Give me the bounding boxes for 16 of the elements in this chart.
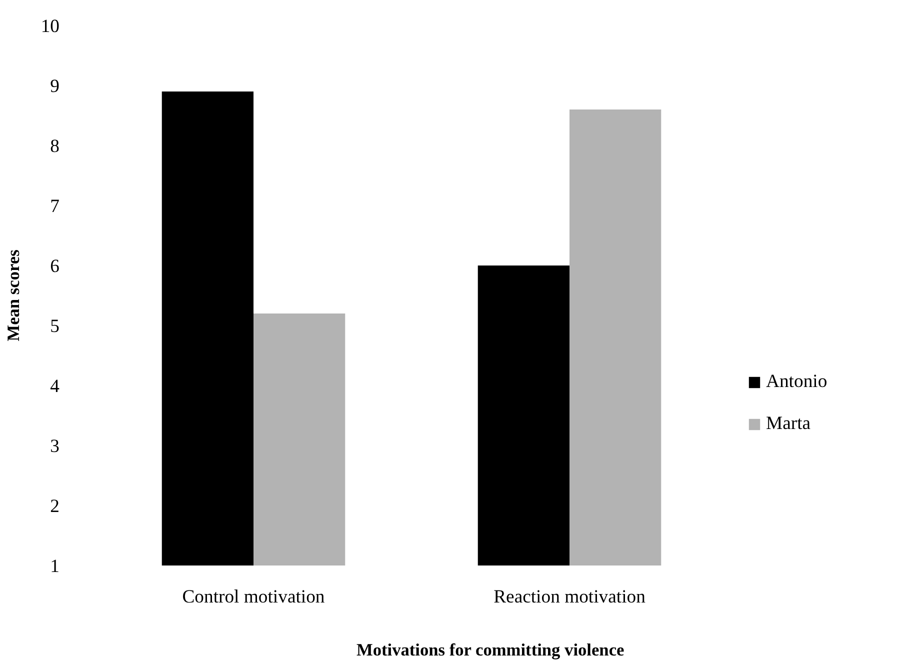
- y-axis-title: Mean scores: [4, 249, 23, 342]
- y-tick-label: 6: [50, 256, 60, 277]
- y-tick-label: 3: [50, 436, 60, 457]
- y-tick-label: 8: [50, 136, 60, 157]
- y-tick-label: 1: [50, 556, 60, 577]
- y-tick-label: 9: [50, 76, 60, 97]
- x-tick-label: Reaction motivation: [494, 586, 646, 608]
- legend-label: Marta: [766, 413, 811, 435]
- y-tick-label: 5: [50, 316, 60, 337]
- y-tick-label: 2: [50, 496, 60, 517]
- x-axis-title: Motivations for committing violence: [356, 640, 625, 660]
- y-tick-label: 10: [40, 16, 60, 37]
- y-tick-label: 4: [50, 376, 60, 397]
- legend-label: Antonio: [766, 371, 828, 393]
- y-tick-label: 7: [50, 196, 60, 217]
- x-tick-label: Control motivation: [182, 586, 326, 608]
